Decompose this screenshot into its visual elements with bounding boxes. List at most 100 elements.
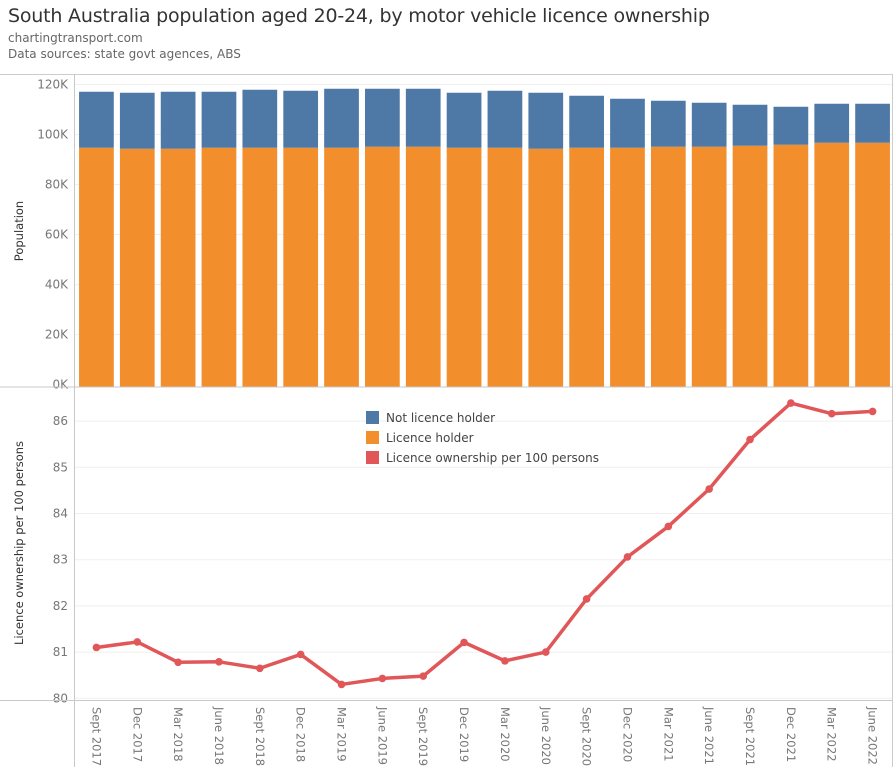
y-tick-label: 85: [53, 460, 68, 474]
line-point: [460, 638, 468, 647]
y-tick-label: 100K: [37, 128, 69, 142]
bar-not-licence-holder: [365, 88, 400, 147]
y-tick-label: 80: [53, 691, 68, 705]
bar-series: [79, 88, 890, 387]
legend-swatch: [366, 411, 379, 424]
y-tick-label: 40K: [45, 278, 69, 292]
legend: Not licence holder Licence holder Licence …: [366, 411, 599, 465]
legend-swatch: [366, 431, 379, 444]
x-tick-label: Sept 2020: [580, 707, 594, 766]
y-axis-label-population: Population: [12, 201, 26, 261]
x-tick-label: June 2020: [539, 706, 553, 765]
line-point: [746, 435, 754, 444]
legend-label: Licence holder: [386, 431, 474, 445]
chart-frame: [0, 74, 893, 767]
bar-not-licence-holder: [691, 102, 727, 147]
x-tick-label: June 2018: [212, 706, 226, 765]
bar-licence-holder: [773, 144, 809, 387]
bar-not-licence-holder: [242, 89, 278, 148]
line-point: [787, 399, 795, 407]
x-tick-label: Sept 2021: [743, 707, 757, 766]
line-point: [827, 409, 836, 418]
bar-licence-holder: [405, 146, 441, 387]
x-tick-label: Sept 2019: [416, 707, 430, 766]
line-point: [868, 407, 877, 416]
y-tick-label: 86: [53, 414, 68, 428]
line-point: [92, 643, 101, 652]
x-tick-label: Mar 2018: [171, 707, 185, 762]
bar-not-licence-holder: [160, 91, 196, 149]
bar-not-licence-holder: [79, 91, 114, 148]
x-tick-label: Dec 2021: [784, 707, 798, 762]
y-tick-label: 84: [53, 507, 68, 521]
bar-not-licence-holder: [201, 91, 237, 148]
x-tick-label: June 2022: [866, 706, 880, 765]
x-tick-label: Mar 2021: [661, 707, 675, 762]
source-site: chartingtransport.com: [8, 31, 143, 45]
x-axis-tick-labels: Sept 2017 Dec 2017 Mar 2018 June 2018 Sept 2…: [89, 706, 879, 766]
licence-ownership-line: [96, 401, 873, 687]
y-tick-label: 20K: [45, 328, 69, 342]
bar-not-licence-holder: [528, 92, 564, 149]
bar-not-licence-holder: [324, 88, 359, 148]
bar-not-licence-holder: [487, 90, 523, 148]
bar-licence-holder: [569, 147, 604, 387]
bar-licence-holder: [201, 147, 237, 387]
line-point: [623, 553, 632, 561]
bar-not-licence-holder: [283, 90, 319, 148]
bar-licence-holder: [855, 142, 890, 387]
line-point: [541, 648, 550, 656]
line-point: [419, 672, 428, 680]
x-tick-label: Dec 2020: [620, 707, 634, 762]
bar-licence-holder: [732, 145, 768, 387]
bar-licence-holder: [650, 146, 686, 387]
x-tick-label: June 2019: [375, 706, 389, 765]
data-sources: Data sources: state govt agences, ABS: [8, 47, 241, 61]
x-tick-label: Sept 2018: [253, 707, 267, 766]
line-series: [92, 399, 877, 689]
line-point: [705, 485, 713, 493]
line-point: [174, 658, 182, 667]
bar-not-licence-holder: [405, 88, 441, 147]
line-point: [296, 650, 305, 659]
bar-not-licence-holder: [446, 92, 482, 148]
bar-gridlines: [75, 84, 892, 335]
line-point: [256, 664, 264, 673]
bar-licence-holder: [324, 147, 359, 387]
x-tick-label: Dec 2018: [294, 707, 308, 762]
bar-not-licence-holder: [814, 103, 850, 143]
line-point: [664, 522, 673, 531]
bar-not-licence-holder: [650, 100, 686, 147]
y-axis-label-licence-ownership: Licence ownership per 100 persons: [12, 441, 26, 645]
x-tick-label: June 2021: [702, 706, 716, 765]
bar-not-licence-holder: [855, 103, 890, 143]
bar-licence-holder: [814, 142, 850, 387]
y-tick-label: 81: [53, 645, 68, 659]
bar-licence-holder: [79, 147, 114, 387]
x-tick-label: Dec 2019: [457, 707, 471, 762]
bar-licence-holder: [160, 148, 196, 387]
legend-label: Licence ownership per 100 persons: [386, 451, 599, 465]
line-point: [501, 657, 509, 665]
x-tick-label: Mar 2022: [825, 707, 839, 762]
line-point: [337, 680, 346, 689]
bar-licence-holder: [528, 148, 564, 387]
x-tick-label: Dec 2017: [130, 707, 144, 762]
bar-not-licence-holder: [773, 106, 809, 145]
legend-swatch: [366, 451, 379, 464]
legend-label: Not licence holder: [386, 411, 495, 425]
x-tick-label: Sept 2017: [89, 707, 103, 766]
bar-licence-holder: [242, 147, 278, 387]
x-tick-label: Mar 2020: [498, 707, 512, 762]
line-point: [582, 595, 591, 603]
bar-licence-holder: [610, 147, 645, 387]
line-point: [378, 674, 387, 683]
y-tick-label: 82: [53, 599, 68, 613]
bar-licence-holder: [119, 148, 155, 387]
bar-not-licence-holder: [610, 98, 645, 148]
bar-licence-holder: [446, 147, 482, 387]
bar-not-licence-holder: [119, 92, 155, 149]
y-tick-label: 80K: [45, 178, 69, 192]
axes: 0K 20K 40K 60K 80K 100K 120K 80 81 82 83 84 85 86: [0, 74, 892, 767]
